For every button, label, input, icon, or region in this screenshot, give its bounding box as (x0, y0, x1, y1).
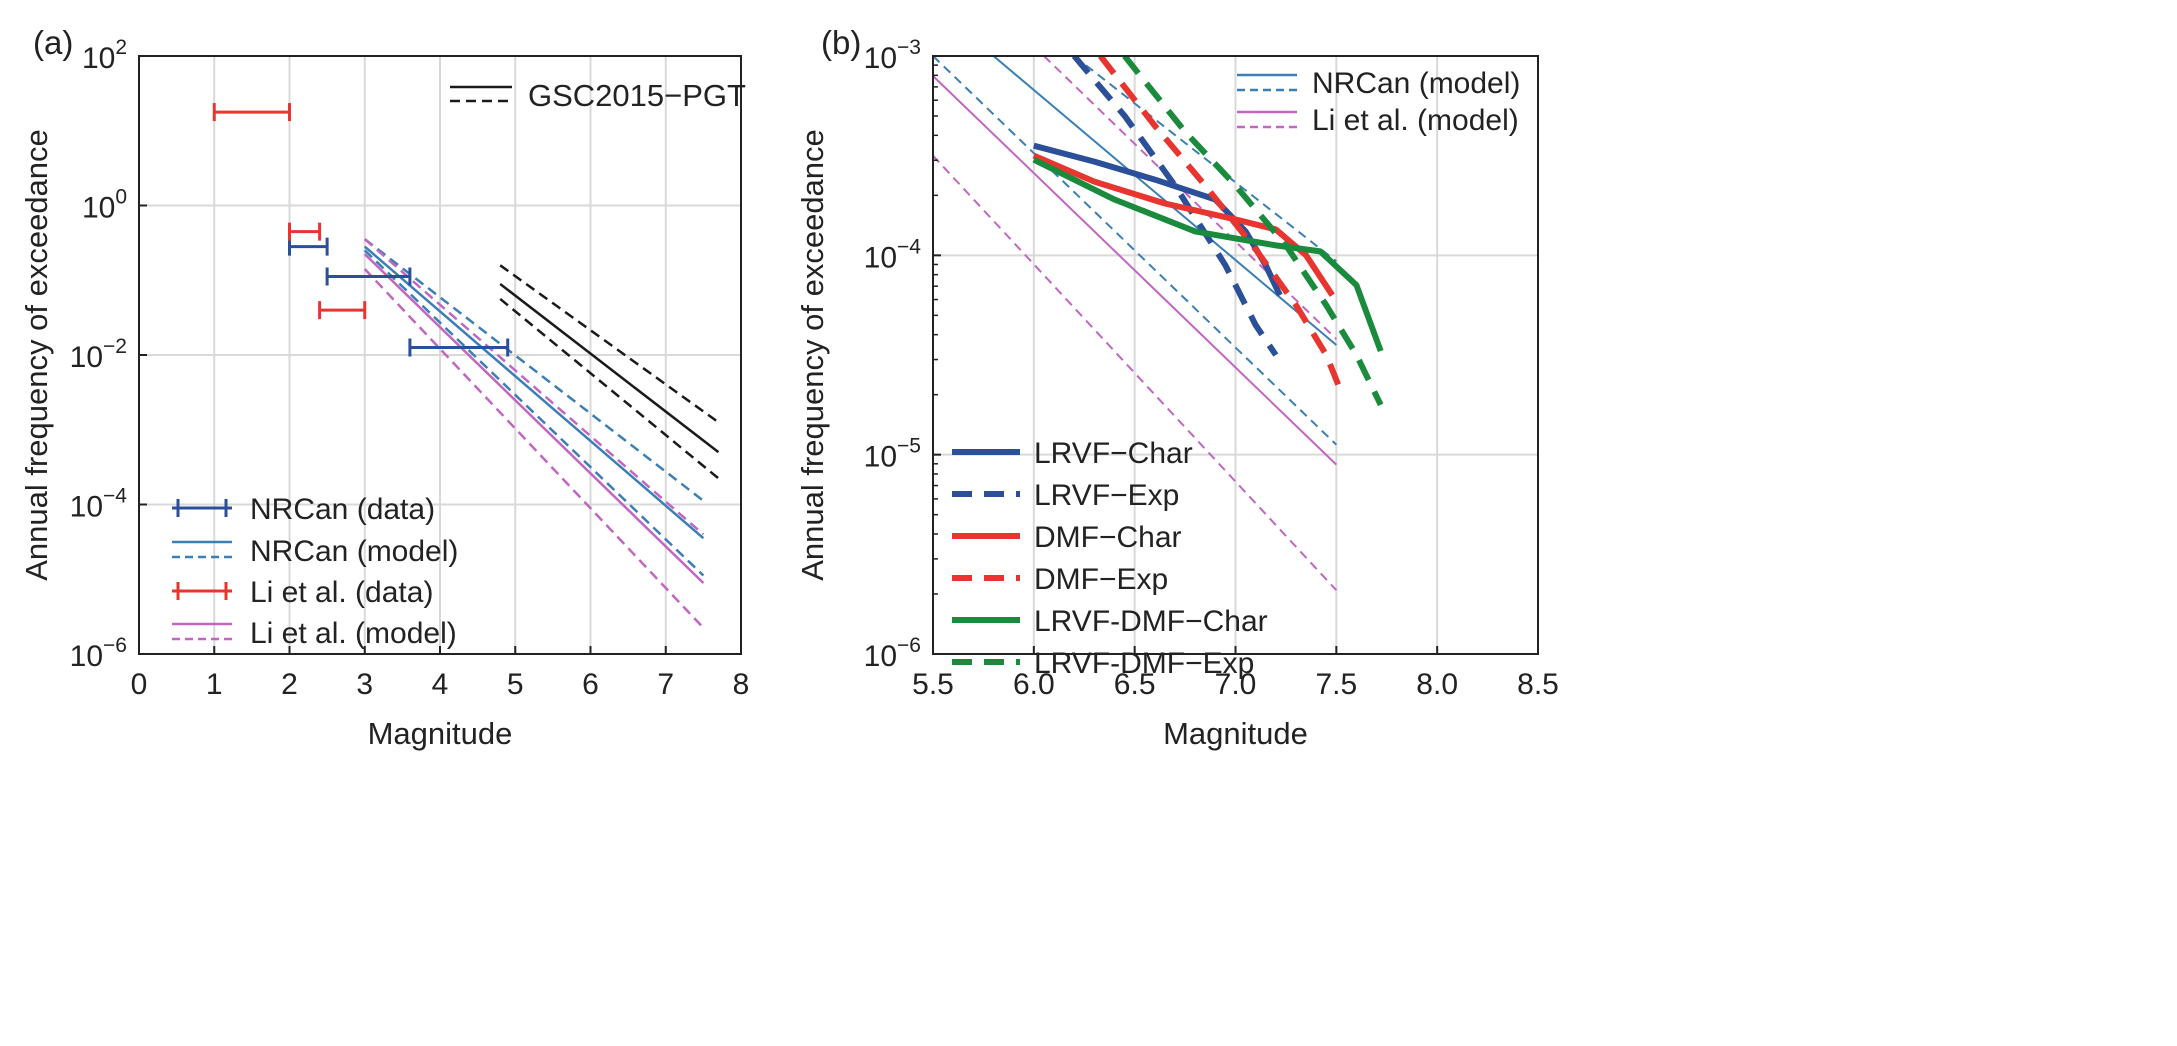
panel-label: (b) (821, 24, 861, 61)
model-line (1073, 56, 1337, 263)
series-line (363, 238, 705, 536)
legend-label: LRVF-DMF−Exp (1034, 647, 1254, 680)
x-tick-label: 6.5 (1114, 668, 1156, 701)
y-axis-label: Annual frequency of exceedance (19, 129, 54, 581)
y-tick-label: 10−3 (864, 36, 921, 75)
legend-label: LRVF-DMF−Char (1034, 605, 1268, 638)
panel-a: 0 1 2 3 4 5 6 7 8 102 100 10−2 10−4 10−6 Magnitude Annu… (19, 24, 749, 751)
legend-label: Li et al. (model) (250, 617, 457, 650)
x-tick-label: 8 (733, 668, 750, 701)
x-tick-label: 8.0 (1416, 668, 1458, 701)
legend-label: NRCan (model) (250, 535, 458, 568)
y-axis-label: Annual frequency of exceedance (795, 129, 830, 581)
x-tick-label: 7.0 (1215, 668, 1257, 701)
y-tick-label: 10−2 (70, 335, 127, 374)
series-line (363, 253, 705, 584)
y-tick-label: 102 (82, 36, 127, 75)
series-line (499, 282, 720, 454)
legend-label: LRVF−Exp (1034, 479, 1179, 512)
plot-area (933, 56, 1384, 591)
legend-label: Li et al. (data) (250, 576, 433, 609)
x-axis-label: Magnitude (368, 716, 513, 751)
x-tick-label: 5.5 (912, 668, 954, 701)
x-tick-label: 7 (657, 668, 674, 701)
x-tick-label: 4 (432, 668, 449, 701)
x-tick-label: 2 (281, 668, 298, 701)
model-line (933, 56, 1338, 446)
y-tick-label: 100 (82, 186, 127, 225)
x-tick-label: 5 (507, 668, 524, 701)
model-line (933, 75, 1338, 466)
model-line (1043, 56, 1338, 340)
x-tick-label: 7.5 (1315, 668, 1357, 701)
curve-LRVF-DMF−Exp (1122, 56, 1384, 407)
series-line (363, 238, 705, 502)
model-line (933, 154, 1338, 591)
y-tick-label: 10−6 (864, 634, 921, 673)
panel-b: 5.5 6.0 6.5 7.0 7.5 8.0 8.5 10−3 10−4 10−5 10−6 Mag… (795, 24, 1559, 751)
series-line (363, 249, 705, 577)
curve-LRVF-DMF−Char (1032, 156, 1384, 353)
legend-label-gsc: GSC2015−PGT (528, 78, 746, 113)
curve-LRVF−Exp (1071, 56, 1279, 357)
legend-label: NRCan (data) (250, 493, 435, 526)
legend-label: NRCan (model) (1312, 67, 1520, 100)
legend-label: DMF−Char (1034, 521, 1182, 554)
panel-label: (a) (33, 24, 73, 61)
x-axis-label: Magnitude (1163, 716, 1308, 751)
x-tick-label: 6.0 (1013, 668, 1055, 701)
curve-DMF−Exp (1098, 56, 1346, 396)
y-tick-label: 10−6 (70, 634, 127, 673)
x-tick-label: 0 (131, 668, 148, 701)
y-tick-label: 10−4 (864, 235, 922, 274)
x-tick-label: 8.5 (1517, 668, 1559, 701)
series-line (363, 268, 705, 629)
legend-label: LRVF−Char (1034, 437, 1193, 470)
x-tick-label: 3 (356, 668, 373, 701)
y-tick-label: 10−5 (864, 435, 921, 474)
y-tick-label: 10−4 (70, 485, 128, 524)
x-tick-label: 1 (206, 668, 223, 701)
series-line (363, 245, 705, 540)
x-tick-label: 6 (582, 668, 599, 701)
legend-label: DMF−Exp (1034, 563, 1168, 596)
series-line (499, 264, 720, 424)
legend-label: Li et al. (model) (1312, 104, 1519, 137)
plot-area (212, 103, 720, 629)
